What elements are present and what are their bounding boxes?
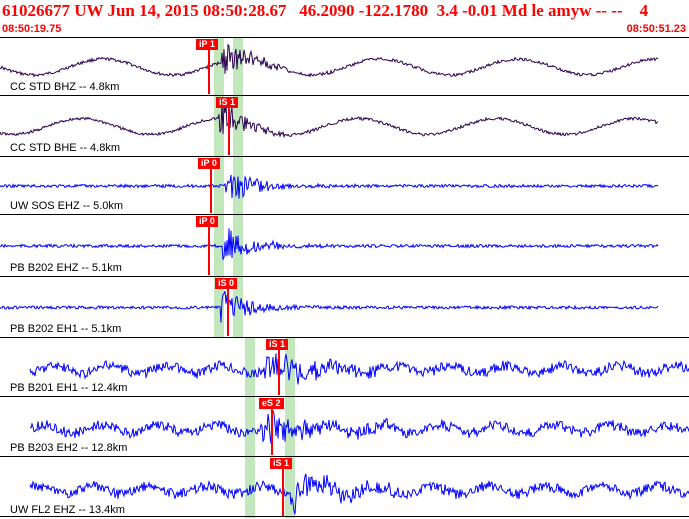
pick-marker-line [210,169,212,213]
bottom-border [0,516,689,517]
trace-panel[interactable]: iS 0 PB B202 EH1 -- 5.1km [0,276,689,337]
pick-marker-line [208,227,210,275]
station-label: UW SOS EHZ -- 5.0km [10,200,124,212]
station-label: CC STD BHZ -- 4.8km [10,81,120,93]
arrival-band-4 [285,337,295,518]
waveform-trace [29,473,689,515]
pick-flag[interactable]: iS 1 [270,458,293,469]
trace-panel[interactable]: iP 0 PB B202 EHZ -- 5.1km [0,214,689,276]
pick-marker-line [271,409,273,455]
station-label: UW FL2 EHZ -- 13.4km [10,504,125,516]
time-end: 08:50:51.23 [626,23,686,35]
waveform-trace [0,174,659,199]
station-label: PB B202 EHZ -- 5.1km [10,262,122,274]
trace-panel[interactable]: iP 0 UW SOS EHZ -- 5.0km [0,156,689,214]
arrival-band-3 [245,337,255,518]
pick-marker-line [227,289,229,336]
trace-panel[interactable]: iS 1 PB B201 EH1 -- 12.4km [0,337,689,396]
pick-flag[interactable]: iS 1 [216,97,239,108]
pick-flag[interactable]: eS 2 [259,398,284,409]
pick-marker-line [282,469,284,517]
pick-marker-line [278,350,280,395]
trace-panel[interactable]: iS 1 UW FL2 EHZ -- 13.4km [0,456,689,518]
pick-flag[interactable]: iS 0 [215,278,238,289]
trace-panel[interactable]: iS 1 CC STD BHE -- 4.8km [0,95,689,156]
waveform-trace [0,228,659,261]
pick-marker-line [228,108,230,155]
station-label: PB B202 EH1 -- 5.1km [10,323,122,335]
pick-flag[interactable]: iP 0 [198,158,220,169]
pick-flag[interactable]: iP 1 [196,39,218,50]
time-start: 08:50:19.75 [2,23,62,35]
station-label: CC STD BHE -- 4.8km [10,142,121,154]
trace-panel[interactable]: eS 2 PB B203 EH2 -- 12.8km [0,396,689,456]
event-title: 61026677 UW Jun 14, 2015 08:50:28.67 46.… [2,1,649,20]
station-label: PB B203 EH2 -- 12.8km [10,442,128,454]
pick-marker-line [208,50,210,94]
waveform-trace [29,410,689,444]
waveform-trace [29,353,689,385]
waveform-trace [0,290,659,323]
waveform-trace [0,43,659,78]
trace-panel[interactable]: iP 1 CC STD BHZ -- 4.8km [0,37,689,95]
pick-flag[interactable]: iS 1 [266,339,289,350]
waveform-trace [0,101,659,139]
pick-flag[interactable]: iP 0 [196,216,218,227]
header: 61026677 UW Jun 14, 2015 08:50:28.67 46.… [0,0,689,36]
station-label: PB B201 EH1 -- 12.4km [10,382,128,394]
